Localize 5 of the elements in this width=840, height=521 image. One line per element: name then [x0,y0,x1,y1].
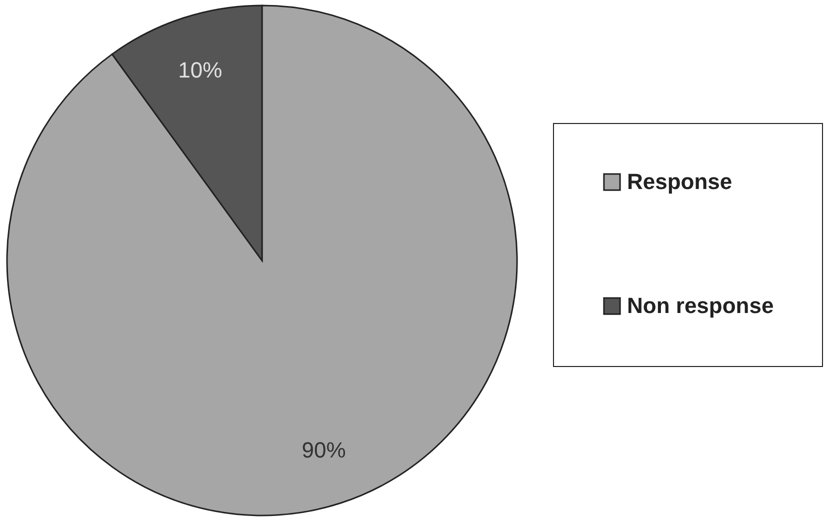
data-label: 90% [302,438,346,463]
pie-slice [6,4,518,516]
data-label: 10% [178,57,222,82]
legend-label: Non response [627,293,774,318]
legend-label: Response [627,169,732,194]
